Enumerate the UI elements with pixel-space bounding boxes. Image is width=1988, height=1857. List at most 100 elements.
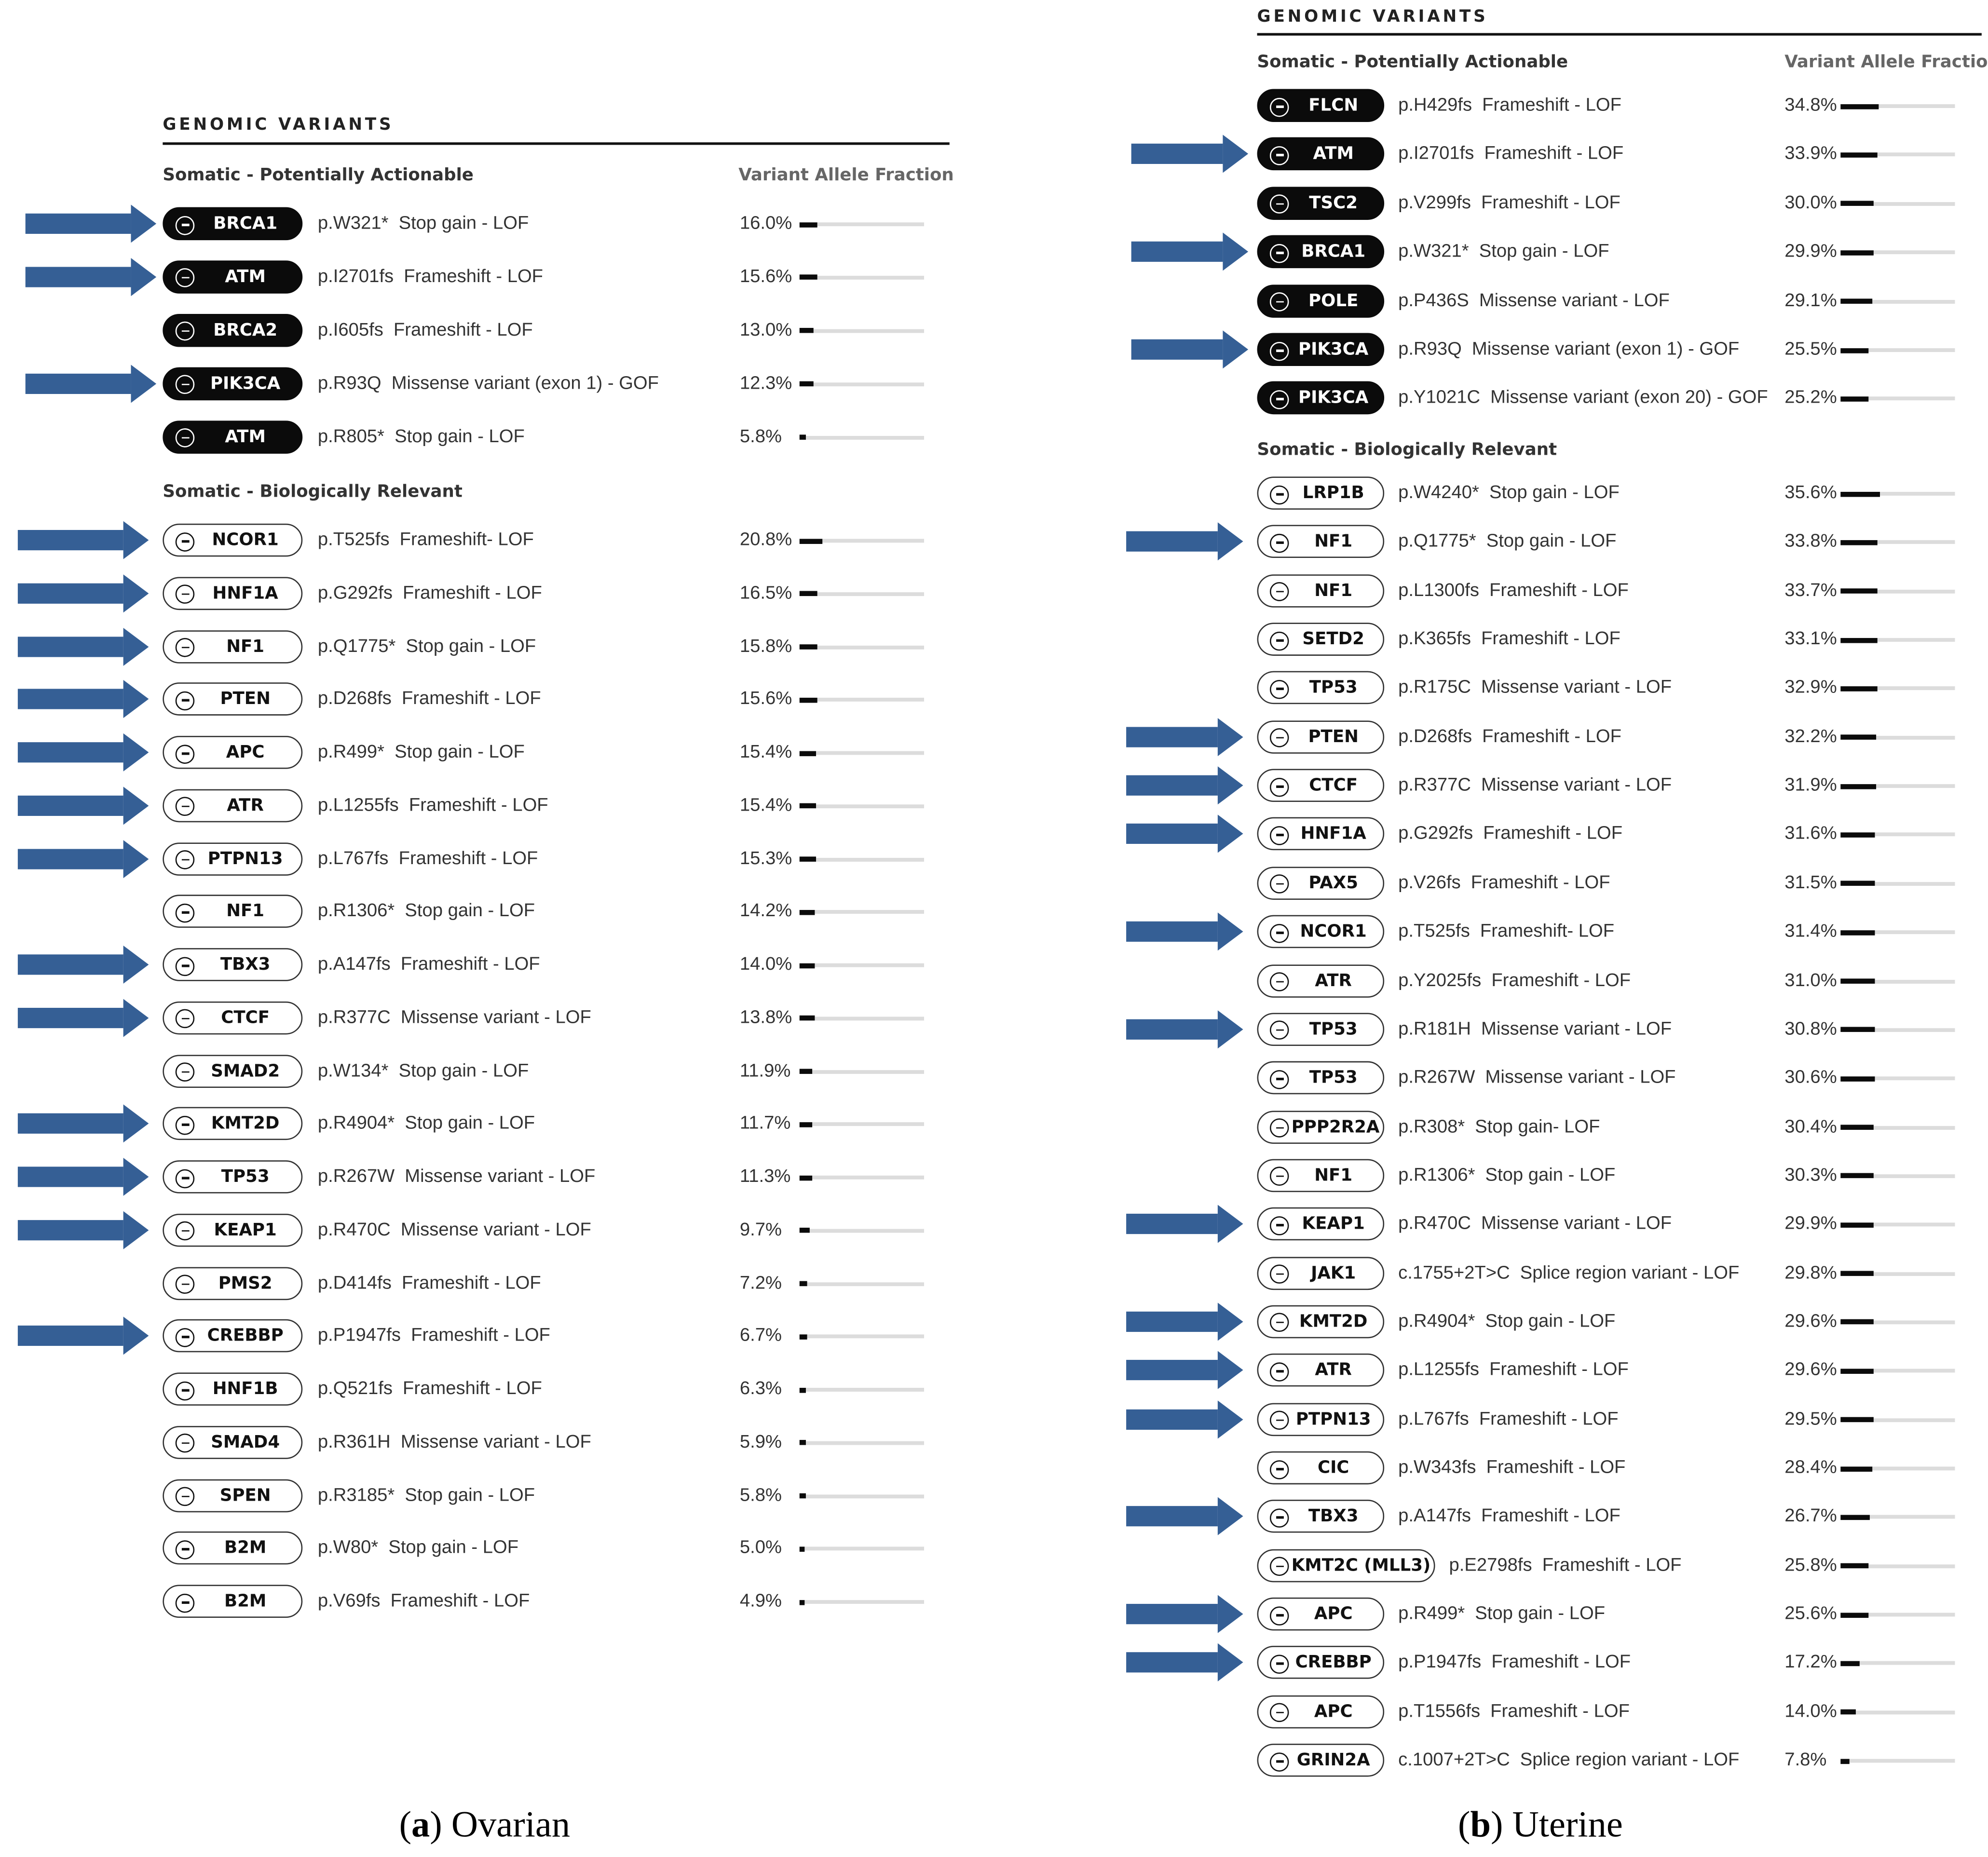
gene-pill-button[interactable]: ATR bbox=[1257, 964, 1385, 997]
gene-pill-button[interactable]: NCOR1 bbox=[1257, 915, 1385, 949]
arrow-shaft bbox=[1126, 726, 1218, 747]
vaf-value: 25.2% bbox=[1784, 388, 1837, 409]
vaf-value: 33.7% bbox=[1784, 580, 1837, 601]
vaf-bar-track bbox=[1840, 1709, 1955, 1715]
gene-pill-button[interactable]: HNF1A bbox=[163, 576, 303, 610]
gene-pill-button[interactable]: HNF1B bbox=[163, 1372, 303, 1406]
gene-pill-button[interactable]: FLCN bbox=[1257, 89, 1385, 122]
gene-pill-button[interactable]: PTPN13 bbox=[163, 842, 303, 875]
gene-pill-button[interactable]: KEAP1 bbox=[163, 1213, 303, 1247]
gene-pill-button[interactable]: PIK3CA bbox=[1257, 381, 1385, 415]
gene-pill-button[interactable]: CREBBP bbox=[1257, 1646, 1385, 1680]
gene-pill-button[interactable]: KMT2C (MLL3) bbox=[1257, 1548, 1435, 1582]
gene-pill-button[interactable]: ATM bbox=[163, 420, 303, 453]
vaf-bar-fill bbox=[799, 1228, 810, 1233]
highlight-arrow-icon bbox=[1126, 1643, 1243, 1682]
vaf-bar-track bbox=[799, 856, 925, 862]
gene-pill-button[interactable]: TP53 bbox=[1257, 1013, 1385, 1046]
gene-name: CTCF bbox=[221, 1007, 270, 1028]
gene-pill-button[interactable]: POLE bbox=[1257, 284, 1385, 317]
mutation-text: p.W321* bbox=[317, 213, 389, 234]
gene-pill-button[interactable]: PMS2 bbox=[163, 1266, 303, 1300]
minus-circle-icon bbox=[1269, 728, 1289, 748]
effect-text: Frameshift - LOF bbox=[1481, 629, 1620, 650]
gene-pill-button[interactable]: NF1 bbox=[1257, 574, 1385, 607]
gene-pill-button[interactable]: CTCF bbox=[163, 1001, 303, 1034]
vaf-bar-fill bbox=[799, 381, 813, 387]
arrow-head bbox=[123, 1157, 149, 1196]
gene-pill-button[interactable]: BRCA1 bbox=[163, 207, 303, 241]
gene-pill-button[interactable]: KMT2D bbox=[163, 1107, 303, 1140]
gene-pill-button[interactable]: NCOR1 bbox=[163, 523, 303, 557]
gene-pill-button[interactable]: PTEN bbox=[1257, 720, 1385, 754]
vaf-bar-fill bbox=[1840, 1076, 1875, 1082]
vaf-bar-track bbox=[1840, 1417, 1955, 1423]
vaf-value: 11.3% bbox=[739, 1166, 791, 1187]
uterine-vaf-header: Variant Allele Fraction bbox=[1784, 52, 1988, 73]
variant-description: p.W343fs Frameshift - LOF bbox=[1398, 1451, 1625, 1485]
vaf-bar-track bbox=[1840, 1466, 1955, 1471]
minus-circle-icon bbox=[1269, 533, 1289, 553]
gene-pill-button[interactable]: HNF1A bbox=[1257, 817, 1385, 851]
vaf-bar-track bbox=[799, 909, 925, 915]
arrow-shaft bbox=[1131, 242, 1223, 262]
gene-pill-button[interactable]: SETD2 bbox=[1257, 623, 1385, 656]
gene-pill-button[interactable]: BRCA1 bbox=[1257, 235, 1385, 269]
gene-pill-button[interactable]: SMAD4 bbox=[163, 1425, 303, 1459]
gene-pill-button[interactable]: TP53 bbox=[1257, 671, 1385, 705]
gene-pill-button[interactable]: GRIN2A bbox=[1257, 1744, 1385, 1777]
gene-pill-button[interactable]: CREBBP bbox=[163, 1319, 303, 1353]
gene-pill-button[interactable]: APC bbox=[1257, 1598, 1385, 1631]
gene-pill-button[interactable]: NF1 bbox=[163, 629, 303, 663]
vaf-value: 17.2% bbox=[1784, 1653, 1837, 1673]
vaf-value: 15.6% bbox=[739, 267, 792, 287]
gene-pill-button[interactable]: SMAD2 bbox=[163, 1054, 303, 1087]
gene-pill-button[interactable]: KMT2D bbox=[1257, 1305, 1385, 1339]
gene-pill-button[interactable]: TBX3 bbox=[1257, 1500, 1385, 1533]
gene-pill-button[interactable]: KEAP1 bbox=[1257, 1207, 1385, 1241]
vaf-bar-track bbox=[1840, 152, 1955, 158]
gene-pill-button[interactable]: ATR bbox=[163, 789, 303, 822]
gene-pill-button[interactable]: TSC2 bbox=[1257, 186, 1385, 220]
minus-circle-icon bbox=[1269, 1459, 1289, 1479]
mutation-text: p.V299fs bbox=[1398, 193, 1471, 214]
vaf-bar-fill bbox=[799, 803, 817, 809]
variant-description: p.R1306* Stop gain - LOF bbox=[318, 895, 535, 928]
gene-pill-button[interactable]: NF1 bbox=[1257, 1159, 1385, 1192]
gene-pill-button[interactable]: APC bbox=[1257, 1695, 1385, 1728]
arrow-head bbox=[1217, 1400, 1243, 1438]
gene-pill-button[interactable]: ATR bbox=[1257, 1354, 1385, 1387]
arrow-shaft bbox=[17, 795, 123, 816]
gene-pill-button[interactable]: CTCF bbox=[1257, 769, 1385, 802]
effect-text: Frameshift - LOF bbox=[393, 320, 533, 340]
gene-pill-button[interactable]: B2M bbox=[163, 1532, 303, 1565]
gene-pill-button[interactable]: PPP2R2A bbox=[1257, 1110, 1385, 1143]
gene-pill-button[interactable]: PIK3CA bbox=[163, 366, 303, 400]
mutation-text: p.R361H bbox=[317, 1432, 391, 1452]
vaf-bar-fill bbox=[1840, 540, 1878, 545]
gene-pill-button[interactable]: NF1 bbox=[1257, 525, 1385, 558]
gene-pill-button[interactable]: TP53 bbox=[163, 1160, 303, 1193]
gene-pill-button[interactable]: PAX5 bbox=[1257, 866, 1385, 900]
vaf-bar-fill bbox=[1840, 1417, 1873, 1423]
highlight-arrow-icon bbox=[1126, 1010, 1243, 1048]
gene-pill-button[interactable]: SPEN bbox=[163, 1478, 303, 1512]
gene-pill-button[interactable]: ATM bbox=[163, 260, 303, 294]
gene-pill-button[interactable]: ATM bbox=[1257, 137, 1385, 171]
gene-pill-button[interactable]: PIK3CA bbox=[1257, 333, 1385, 366]
gene-pill-button[interactable]: BRCA2 bbox=[163, 313, 303, 347]
gene-name: PIK3CA bbox=[1298, 339, 1369, 360]
gene-pill-button[interactable]: JAK1 bbox=[1257, 1256, 1385, 1290]
gene-pill-button[interactable]: B2M bbox=[163, 1585, 303, 1618]
gene-name: HNF1B bbox=[212, 1379, 278, 1399]
gene-pill-button[interactable]: PTEN bbox=[163, 682, 303, 716]
gene-pill-button[interactable]: TP53 bbox=[1257, 1061, 1385, 1095]
gene-pill-button[interactable]: TBX3 bbox=[163, 948, 303, 981]
gene-pill-button[interactable]: LRP1B bbox=[1257, 476, 1385, 510]
gene-pill-button[interactable]: NF1 bbox=[163, 895, 303, 928]
arrow-shaft bbox=[17, 1326, 123, 1346]
gene-pill-button[interactable]: PTPN13 bbox=[1257, 1402, 1385, 1436]
gene-pill-button[interactable]: APC bbox=[163, 735, 303, 769]
variant-description: p.R93Q Missense variant (exon 1) - GOF bbox=[318, 367, 659, 400]
gene-pill-button[interactable]: CIC bbox=[1257, 1451, 1385, 1485]
